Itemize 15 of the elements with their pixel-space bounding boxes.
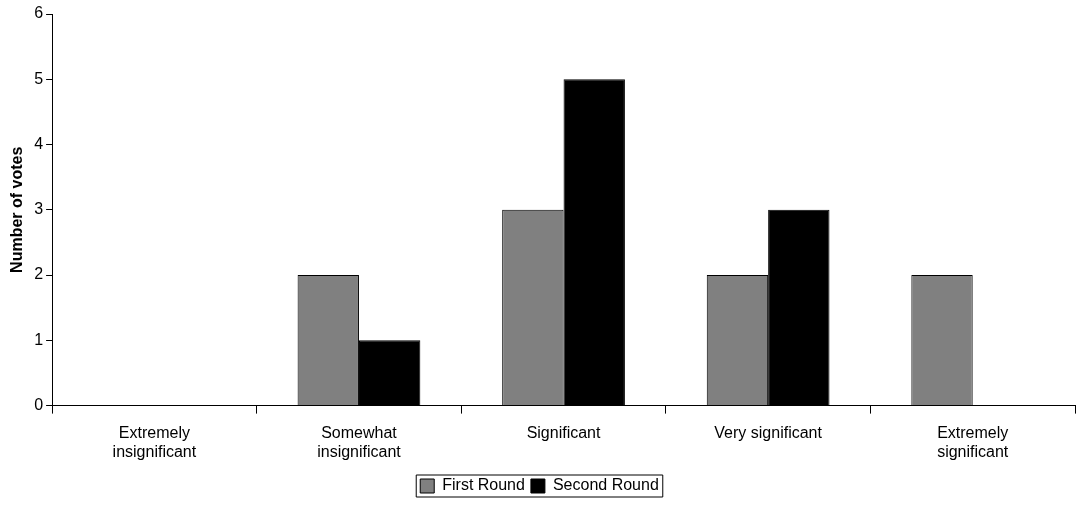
y-tick-label: 6 <box>34 4 44 22</box>
x-tick-label: Extremely insignificant <box>112 423 197 460</box>
y-tick-label: 5 <box>34 69 44 87</box>
y-tick-label: 1 <box>34 330 44 348</box>
y-tick-label: 2 <box>34 265 44 283</box>
x-tick-label: Very significant <box>714 423 823 441</box>
y-tick-label: 3 <box>34 200 44 218</box>
y-tick-label: 4 <box>34 134 44 152</box>
y-tick-label: 0 <box>34 396 44 414</box>
legend-label: Second Round <box>552 476 659 494</box>
x-tick-label: Somewhat insignificant <box>317 423 402 460</box>
legend-label: First Round <box>442 476 525 494</box>
y-axis-title: Number of votes <box>8 146 26 273</box>
x-tick-label: Extremely significant <box>937 423 1009 460</box>
x-tick-label: Significant <box>526 423 602 441</box>
